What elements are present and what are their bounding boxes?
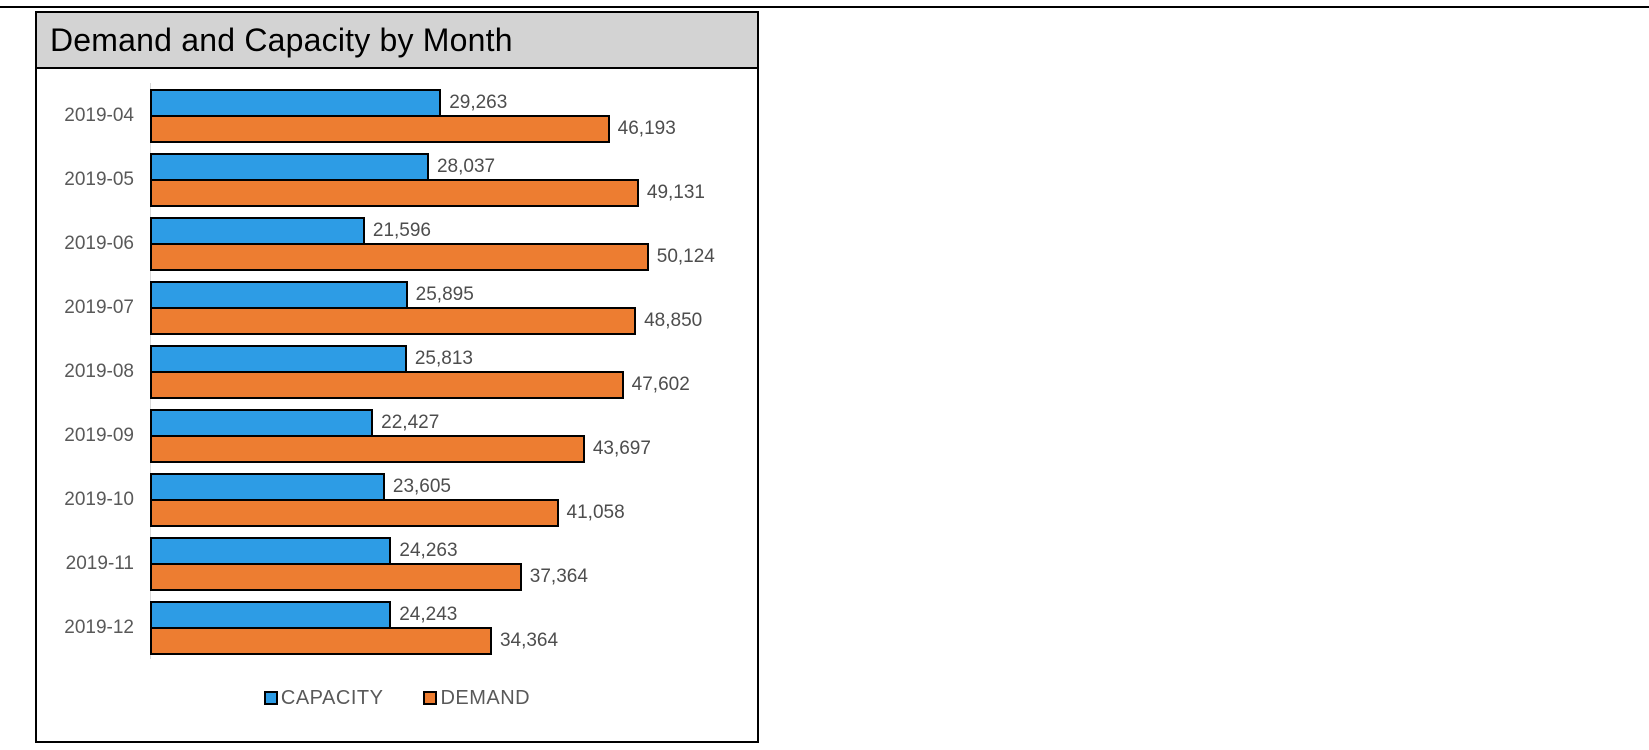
value-label: 47,602	[631, 374, 690, 395]
capacity-bar	[150, 89, 442, 117]
chart-container: Demand and Capacity by Month 2019-04 29,2…	[35, 11, 759, 743]
bar-group: 2019-10 23,605 41,058	[37, 473, 757, 527]
capacity-bar	[150, 537, 392, 565]
capacity-bar	[150, 281, 408, 309]
value-label: 25,813	[414, 348, 473, 369]
plot-area: 2019-04 29,263 46,193 2019-05 28,037 49,131 20…	[37, 69, 757, 669]
bar-group: 2019-09 22,427 43,697	[37, 409, 757, 463]
bar-pair: 24,243 34,364	[150, 601, 757, 655]
capacity-bar-row: 29,263	[150, 89, 757, 117]
value-label: 21,596	[372, 220, 432, 241]
value-label: 23,605	[392, 476, 451, 497]
demand-bar	[150, 499, 559, 527]
demand-bar-row: 50,124	[150, 243, 757, 271]
value-label: 48,850	[644, 310, 703, 331]
category-label: 2019-07	[64, 297, 134, 318]
bar-pair: 25,895 48,850	[150, 281, 757, 335]
bar-pair: 21,596 50,124	[150, 217, 757, 271]
value-label: 43,697	[592, 438, 651, 459]
capacity-bar	[150, 153, 429, 181]
capacity-bar	[150, 217, 365, 245]
demand-bar	[150, 563, 522, 591]
capacity-bar-row: 25,813	[150, 345, 757, 373]
capacity-bar-row: 24,263	[150, 537, 757, 565]
capacity-bar	[150, 345, 407, 373]
capacity-bar-row: 25,895	[150, 281, 757, 309]
capacity-bar-row: 22,427	[150, 409, 757, 437]
demand-bar-row: 41,058	[150, 499, 757, 527]
page-top-rule	[0, 6, 1649, 8]
capacity-legend-swatch	[263, 691, 278, 705]
demand-bar	[150, 371, 624, 399]
chart-title: Demand and Capacity by Month	[50, 21, 513, 58]
capacity-bar	[150, 409, 374, 437]
demand-bar	[150, 435, 585, 463]
demand-bar	[150, 307, 637, 335]
legend-label: CAPACITY	[280, 686, 384, 709]
category-label: 2019-06	[64, 233, 134, 254]
bar-group: 2019-04 29,263 46,193	[37, 89, 757, 143]
bar-group: 2019-05 28,037 49,131	[37, 153, 757, 207]
value-label: 49,131	[646, 182, 706, 203]
category-label: 2019-11	[65, 553, 134, 574]
demand-bar-row: 49,131	[150, 179, 757, 207]
value-label: 50,124	[656, 246, 715, 267]
chart-legend: CAPACITY DEMAND	[37, 669, 757, 741]
demand-bar-row: 34,364	[150, 627, 757, 655]
bar-group: 2019-12 24,243 34,364	[37, 601, 757, 655]
demand-bar	[150, 179, 639, 207]
category-label: 2019-05	[64, 169, 134, 190]
category-label: 2019-12	[64, 617, 134, 638]
value-label: 24,243	[399, 604, 458, 625]
value-label: 29,263	[449, 92, 508, 113]
category-label: 2019-04	[64, 105, 134, 126]
value-label: 37,364	[529, 566, 588, 587]
bar-group: 2019-07 25,895 48,850	[37, 281, 757, 335]
demand-bar	[150, 115, 610, 143]
demand-bar-row: 47,602	[150, 371, 757, 399]
bar-pair: 23,605 41,058	[150, 473, 757, 527]
legend-label: DEMAND	[440, 686, 531, 709]
capacity-bar-row: 23,605	[150, 473, 757, 501]
demand-bar-row: 46,193	[150, 115, 757, 143]
bar-pair: 25,813 47,602	[150, 345, 757, 399]
demand-bar-row: 37,364	[150, 563, 757, 591]
capacity-bar	[150, 601, 392, 629]
bar-pair: 22,427 43,697	[150, 409, 757, 463]
capacity-bar	[150, 473, 385, 501]
value-label: 34,364	[499, 630, 559, 651]
value-label: 25,895	[415, 284, 474, 305]
value-label: 28,037	[436, 156, 496, 177]
value-label: 22,427	[381, 412, 440, 433]
demand-legend-swatch	[423, 691, 438, 705]
chart-title-band: Demand and Capacity by Month	[37, 13, 757, 69]
bar-group: 2019-08 25,813 47,602	[37, 345, 757, 399]
value-label: 41,058	[566, 502, 625, 523]
bar-pair: 24,263 37,364	[150, 537, 757, 591]
demand-bar	[150, 627, 492, 655]
bar-group: 2019-06 21,596 50,124	[37, 217, 757, 271]
legend-item: CAPACITY	[263, 686, 384, 710]
value-label: 24,263	[399, 540, 458, 561]
value-label: 46,193	[617, 118, 676, 139]
demand-bar-row: 43,697	[150, 435, 757, 463]
demand-bar-row: 48,850	[150, 307, 757, 335]
capacity-bar-row: 24,243	[150, 601, 757, 629]
legend-item: DEMAND	[423, 687, 530, 710]
category-label: 2019-09	[64, 425, 134, 446]
category-label: 2019-08	[64, 361, 134, 382]
bar-pair: 29,263 46,193	[150, 89, 757, 143]
bar-group: 2019-11 24,263 37,364	[37, 537, 757, 591]
capacity-bar-row: 28,037	[150, 153, 757, 181]
bar-pair: 28,037 49,131	[150, 153, 757, 207]
demand-bar	[150, 243, 649, 271]
capacity-bar-row: 21,596	[150, 217, 757, 245]
category-label: 2019-10	[64, 489, 134, 510]
